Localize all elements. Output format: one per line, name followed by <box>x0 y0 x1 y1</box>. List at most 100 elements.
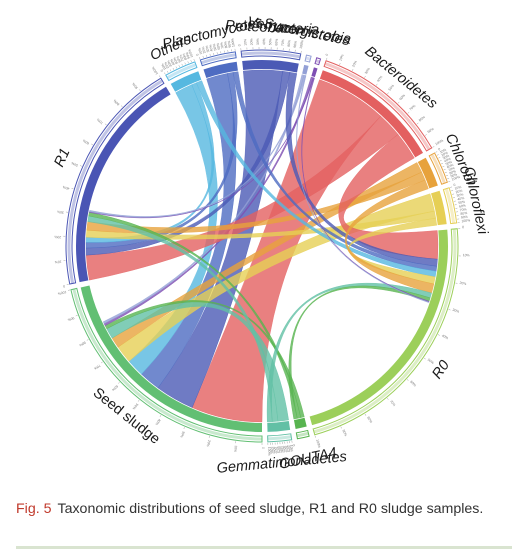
tick-label-chlorobi: 90% <box>450 172 458 178</box>
tick-label-others: 60% <box>175 55 181 63</box>
tick-chlorobi <box>444 171 447 174</box>
tick-others <box>184 62 186 65</box>
tick-label-chloroflexi: 0 <box>453 183 456 187</box>
group-arcs <box>65 49 459 443</box>
tick-label-r1: 100% <box>151 66 159 76</box>
tick-r0 <box>364 413 367 416</box>
percent-fill-gemmatimonadetes <box>267 435 292 441</box>
arc-r0 <box>309 229 449 426</box>
tick-label-chlorobi: 100% <box>451 175 461 182</box>
arc-r1 <box>76 86 171 283</box>
caption-divider <box>16 546 512 549</box>
tick-label-chloroflexi: 80% <box>460 211 467 216</box>
percent-fill-seed-sludge <box>72 288 263 441</box>
tick-label-others: 10% <box>160 63 167 71</box>
tick-label-proteobacteria: 20% <box>250 38 254 45</box>
label-r1: R1 <box>51 146 73 169</box>
tick-bacteroidetes <box>339 62 341 65</box>
tick-label-gemmatimonadetes: 10% <box>289 445 294 452</box>
tick-label-r1: 20% <box>54 235 61 239</box>
percent-ring-others <box>165 61 198 82</box>
tick-label-r0: 60% <box>409 380 417 388</box>
tick-chlorobi <box>443 168 446 171</box>
tick-r0 <box>387 397 389 400</box>
tick-label-proteobacteria: 0 <box>237 44 241 46</box>
tick-label-seed-sludge: 80% <box>79 340 87 347</box>
tick-label-r0: 0 <box>462 225 464 229</box>
tick-r1 <box>159 75 161 78</box>
tick-bacteroidetes <box>387 92 389 95</box>
tick-label-chloroflexi: 100% <box>461 218 470 223</box>
tick-label-r0: 70% <box>389 399 396 407</box>
tick-label-gemmatimonadetes: 60% <box>277 446 282 453</box>
tick-label-r1: 60% <box>82 139 90 146</box>
percent-ring-seed-sludge <box>70 287 263 443</box>
arc-verrucomicrobia <box>311 67 318 78</box>
percent-fill-gouta4 <box>296 431 309 438</box>
tick-chlorobi <box>448 181 451 183</box>
tick-label-r1: 10% <box>55 260 62 264</box>
tick-label-bacteroidetes: 70% <box>409 104 417 112</box>
tick-chlorobi <box>438 157 441 159</box>
percent-ring-gemmatimonadetes <box>267 433 293 443</box>
tick-label-seed-sludge: 40% <box>155 418 162 426</box>
tick-label-r0: 100% <box>315 439 321 448</box>
tick-label-chlorobi: 20% <box>441 151 449 158</box>
percent-ring-r0 <box>312 228 459 436</box>
tick-label-chlorobi: 70% <box>448 166 456 172</box>
tick-label-r1: 70% <box>96 118 104 125</box>
percent-fill-proteobacteria <box>241 51 301 59</box>
tick-label-chloroflexi: 60% <box>459 204 466 209</box>
tick-label-r0: 80% <box>366 416 373 424</box>
tick-others <box>172 67 175 70</box>
arc-synergistetes <box>302 64 309 75</box>
tick-r1 <box>91 143 94 146</box>
tick-others <box>187 61 189 64</box>
percent-fill-others <box>166 63 197 80</box>
tick-chlorobi <box>439 160 442 162</box>
arc-chloroflexi <box>431 190 447 226</box>
tick-label-others: 30% <box>166 60 173 68</box>
ribbon-r1-to-gouta4 <box>88 212 302 419</box>
tick-others <box>190 60 192 63</box>
tick-seed-sludge <box>208 435 210 438</box>
percent-fill-verrucomicrobia <box>315 59 321 64</box>
tick-label-seed-sludge: 60% <box>111 384 119 392</box>
tick-others <box>178 65 180 68</box>
tick-label-seed-sludge: 90% <box>67 316 75 322</box>
tick-others <box>164 72 166 75</box>
tick-label-gemmatimonadetes: 40% <box>282 446 287 453</box>
tick-bacteroidetes <box>424 134 427 136</box>
percent-ring-proteobacteria <box>240 49 302 61</box>
tick-label-gemmatimonadetes: 20% <box>287 445 292 452</box>
ribbon-r0-to-synergistetes <box>296 75 430 303</box>
tick-bacteroidetes <box>432 146 435 148</box>
percent-ring-planctomycetes <box>199 51 237 67</box>
tick-bacteroidetes <box>397 101 400 104</box>
tick-label-bacteroidetes: 80% <box>418 115 426 122</box>
tick-label-chloroflexi: 50% <box>458 200 465 205</box>
tick-bacteroidetes <box>326 57 328 60</box>
tick-label-planctomycetes: 70% <box>219 42 224 49</box>
tick-r1 <box>71 188 74 190</box>
tick-label-chlorobi: 80% <box>449 169 457 175</box>
label-chloroflexi: Chloroflexi <box>460 165 490 236</box>
arc-others <box>170 71 202 92</box>
chord-ribbons <box>85 69 439 423</box>
tick-label-bacteroidetes: 10% <box>338 54 344 62</box>
tick-label-gemmatimonadetes: 100% <box>267 447 271 456</box>
tick-r0 <box>448 309 451 311</box>
tick-chlorobi <box>446 174 449 177</box>
tick-chlorobi <box>447 178 450 180</box>
scale-ticks: 010%20%30%40%50%60%70%80%90%100%010%20%3… <box>54 38 470 455</box>
tick-r0 <box>423 357 426 360</box>
tick-label-planctomycetes: 0 <box>195 53 199 56</box>
tick-label-gemmatimonadetes: 50% <box>279 446 284 453</box>
percent-ring-chlorobi <box>428 152 448 185</box>
tick-label-others: 20% <box>163 61 170 69</box>
arc-planctomycetes <box>203 61 238 78</box>
tick-label-seed-sludge: 20% <box>206 439 212 447</box>
tick-label-bacteroidetes: 100% <box>435 138 445 146</box>
tick-label-planctomycetes: 80% <box>223 41 228 48</box>
percent-ring-synergistetes <box>304 54 312 63</box>
